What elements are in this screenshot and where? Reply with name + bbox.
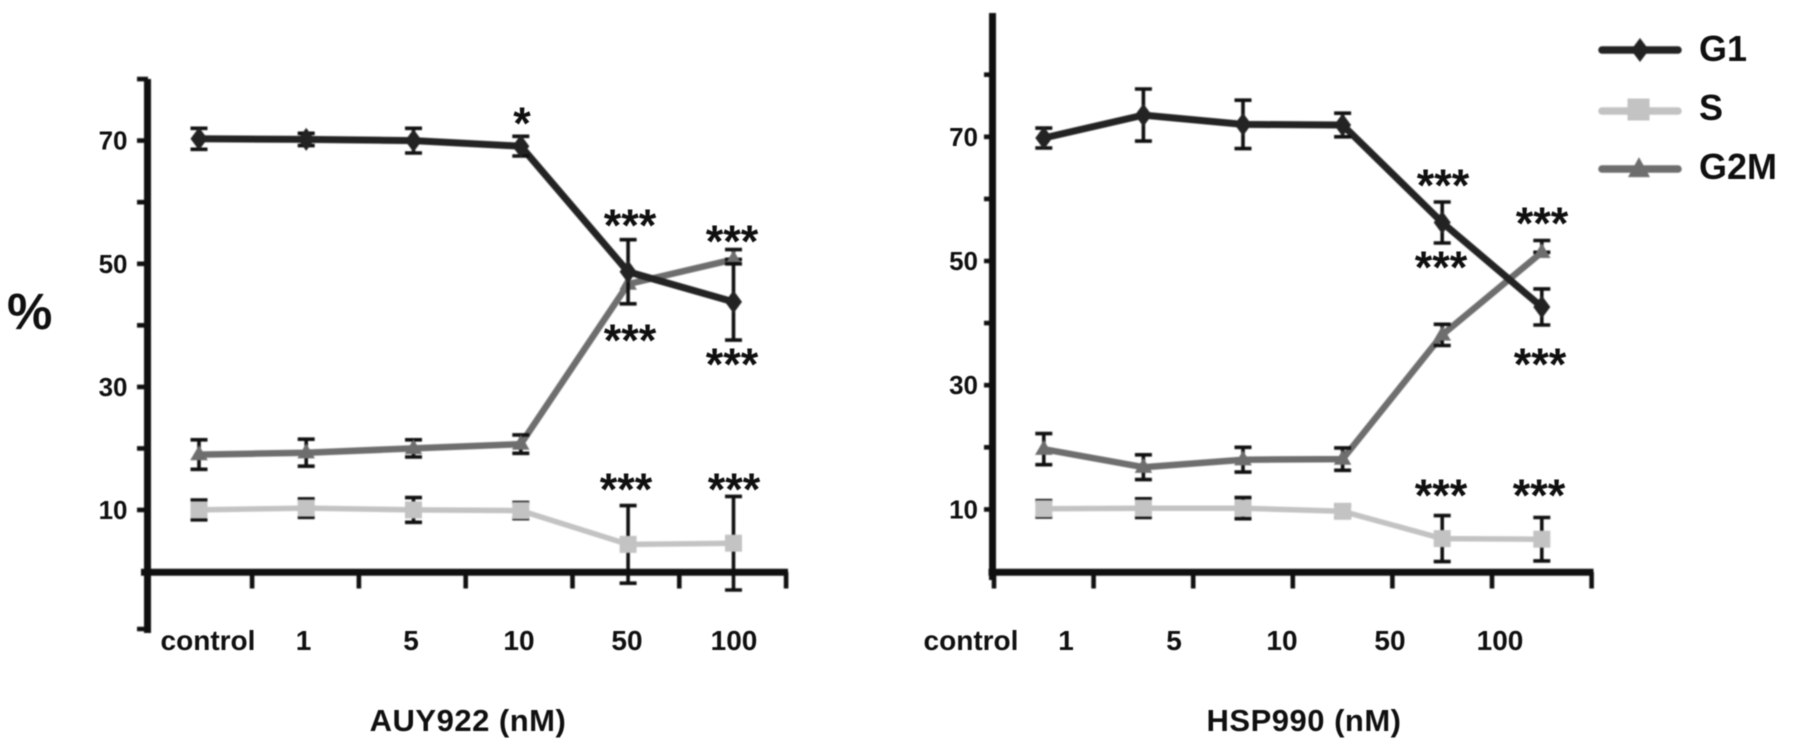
svg-text:5: 5 <box>1166 625 1182 656</box>
svg-text:30: 30 <box>949 370 978 400</box>
svg-text:S: S <box>1699 87 1723 128</box>
svg-text:***: *** <box>600 464 653 515</box>
svg-text:1: 1 <box>1058 625 1074 656</box>
svg-text:30: 30 <box>99 372 128 402</box>
svg-text:1: 1 <box>296 625 312 656</box>
svg-text:70: 70 <box>99 126 128 156</box>
svg-text:50: 50 <box>1374 625 1405 656</box>
svg-text:AUY922 (nM): AUY922 (nM) <box>370 703 567 738</box>
svg-text:70: 70 <box>949 122 978 152</box>
svg-text:G2M: G2M <box>1699 146 1777 187</box>
svg-text:***: *** <box>604 200 657 251</box>
svg-text:***: *** <box>708 464 761 515</box>
svg-text:HSP990 (nM): HSP990 (nM) <box>1207 703 1402 738</box>
svg-text:***: *** <box>1514 339 1567 390</box>
svg-text:control: control <box>161 625 256 656</box>
svg-text:control: control <box>924 625 1019 656</box>
svg-text:G1: G1 <box>1699 28 1747 69</box>
svg-text:%: % <box>7 283 52 340</box>
svg-text:***: *** <box>1415 242 1468 293</box>
svg-text:100: 100 <box>711 625 758 656</box>
svg-text:***: *** <box>1513 470 1566 521</box>
svg-text:5: 5 <box>403 625 419 656</box>
svg-text:50: 50 <box>99 249 128 279</box>
svg-text:10: 10 <box>503 625 534 656</box>
svg-text:100: 100 <box>1477 625 1524 656</box>
svg-text:10: 10 <box>949 494 978 524</box>
svg-text:***: *** <box>1516 198 1569 249</box>
svg-text:***: *** <box>604 315 657 366</box>
svg-text:*: * <box>513 98 531 149</box>
svg-text:50: 50 <box>949 246 978 276</box>
svg-text:***: *** <box>706 339 759 390</box>
svg-text:***: *** <box>1415 470 1468 521</box>
svg-text:10: 10 <box>1266 625 1297 656</box>
svg-text:50: 50 <box>611 625 642 656</box>
svg-text:10: 10 <box>99 495 128 525</box>
svg-text:***: *** <box>706 216 759 267</box>
svg-text:***: *** <box>1417 160 1470 211</box>
